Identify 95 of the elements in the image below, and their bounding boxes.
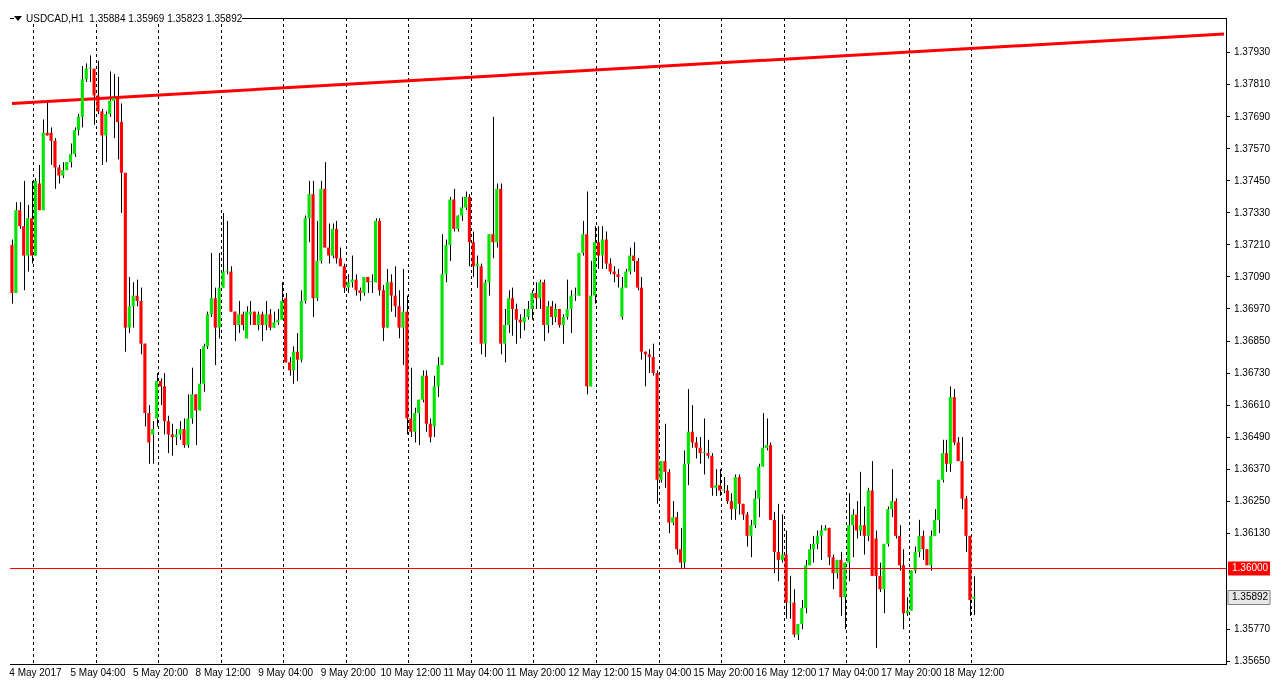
x-tick-label: 10 May 12:00 — [380, 666, 442, 678]
candlestick — [264, 300, 268, 331]
x-tick-label: 15 May 20:00 — [693, 666, 755, 678]
candlestick — [241, 311, 245, 331]
x-tick-label: 16 May 12:00 — [755, 666, 817, 678]
y-tick-label: 1.36250 — [1234, 494, 1271, 506]
candlestick — [944, 439, 948, 473]
candlestick — [765, 417, 769, 451]
y-tick-label: 1.37570 — [1234, 142, 1271, 154]
y-tick-label: 1.37330 — [1234, 206, 1271, 218]
candlestick — [858, 471, 862, 537]
candlestick — [745, 511, 749, 548]
candlestick — [514, 303, 518, 345]
candlestick — [788, 575, 792, 620]
candlestick — [417, 399, 421, 446]
y-tick-label: 1.37090 — [1234, 270, 1271, 282]
x-tick-label: 17 May 20:00 — [880, 666, 942, 678]
candlestick — [460, 196, 464, 222]
candlestick — [647, 348, 651, 374]
candlestick — [616, 268, 620, 289]
candlestick — [327, 223, 331, 265]
x-tick-label: 9 May 20:00 — [320, 666, 377, 678]
candlestick — [291, 345, 296, 385]
x-tick-label: 4 May 2017 — [9, 666, 62, 678]
candlestick — [815, 530, 819, 550]
candlestick — [428, 417, 432, 443]
candlestick — [170, 423, 174, 457]
annotation: 1.35892 — [1232, 591, 1269, 603]
candlestick — [581, 220, 585, 257]
y-tick-label: 1.36730 — [1234, 366, 1271, 378]
y-tick-label: 1.36370 — [1234, 462, 1271, 474]
candlestick — [628, 247, 632, 275]
x-tick-label: 18 May 12:00 — [943, 666, 1005, 678]
x-tick-label: 15 May 04:00 — [630, 666, 692, 678]
y-tick-label: 1.37210 — [1234, 238, 1271, 250]
y-tick-label: 1.37810 — [1234, 78, 1271, 90]
candlestick — [651, 343, 655, 377]
candlestick — [88, 54, 92, 83]
candlestick — [714, 468, 718, 497]
candlestick — [233, 311, 237, 342]
chart-title: USDCAD,H1 1.35884 1.35969 1.35823 1.35892 — [26, 13, 243, 24]
candlestick — [84, 62, 88, 83]
candlestick — [671, 500, 675, 526]
candlestick — [546, 300, 550, 334]
x-tick-label: 11 May 20:00 — [505, 666, 567, 678]
candlestick — [237, 300, 241, 334]
candlestick — [401, 268, 405, 366]
y-tick-label: 1.36490 — [1234, 430, 1271, 442]
candlestick — [194, 393, 198, 446]
candlestick — [921, 530, 925, 561]
candlestick — [553, 303, 558, 323]
candlestick — [209, 252, 213, 318]
candlestick — [166, 415, 170, 454]
y-tick-label: 1.36850 — [1234, 334, 1271, 346]
candlestick — [913, 546, 917, 574]
x-tick-label: 5 May 04:00 — [70, 666, 126, 678]
ref-line-label: 1.36000 — [1232, 562, 1269, 574]
y-tick-label: 1.35770 — [1234, 623, 1271, 635]
candlestick — [549, 300, 554, 326]
candlestick — [862, 506, 866, 556]
y-tick-label: 1.37450 — [1234, 174, 1271, 186]
candlestick — [722, 476, 726, 494]
candlestick — [694, 436, 698, 459]
candlestick — [917, 519, 921, 558]
y-tick-label: 1.37930 — [1234, 46, 1271, 58]
y-tick-label: 1.36970 — [1234, 302, 1271, 314]
x-tick-label: 11 May 04:00 — [443, 666, 504, 678]
y-tick-label: 1.37690 — [1234, 110, 1271, 122]
candlestick — [491, 116, 495, 259]
candlestick — [127, 276, 131, 334]
candlestick — [729, 492, 733, 521]
candlestick — [389, 273, 393, 313]
y-tick-label: 1.35650 — [1234, 655, 1271, 667]
candlestick — [600, 225, 604, 270]
candlestick — [288, 356, 292, 377]
x-tick-label: 8 May 12:00 — [195, 666, 252, 678]
candlestick — [565, 279, 569, 321]
candlestick — [702, 417, 706, 475]
candlestick — [538, 279, 542, 310]
y-tick-label: 1.36610 — [1234, 398, 1271, 410]
candlestick — [49, 126, 53, 166]
x-tick-label: 12 May 12:00 — [568, 666, 630, 678]
x-tick-label: 17 May 04:00 — [818, 666, 880, 678]
candlestick — [182, 417, 186, 449]
candlestick — [112, 73, 116, 139]
candlestick — [131, 281, 135, 329]
x-tick-label: 9 May 04:00 — [258, 666, 314, 678]
candlestick — [260, 311, 264, 342]
candlestick — [569, 289, 573, 334]
candlestick — [690, 404, 694, 449]
candlestick — [295, 332, 299, 382]
candlestick — [956, 436, 960, 462]
x-tick-label: 5 May 20:00 — [133, 666, 189, 678]
y-tick-label: 1.36130 — [1234, 526, 1271, 538]
candlestick — [561, 313, 565, 345]
